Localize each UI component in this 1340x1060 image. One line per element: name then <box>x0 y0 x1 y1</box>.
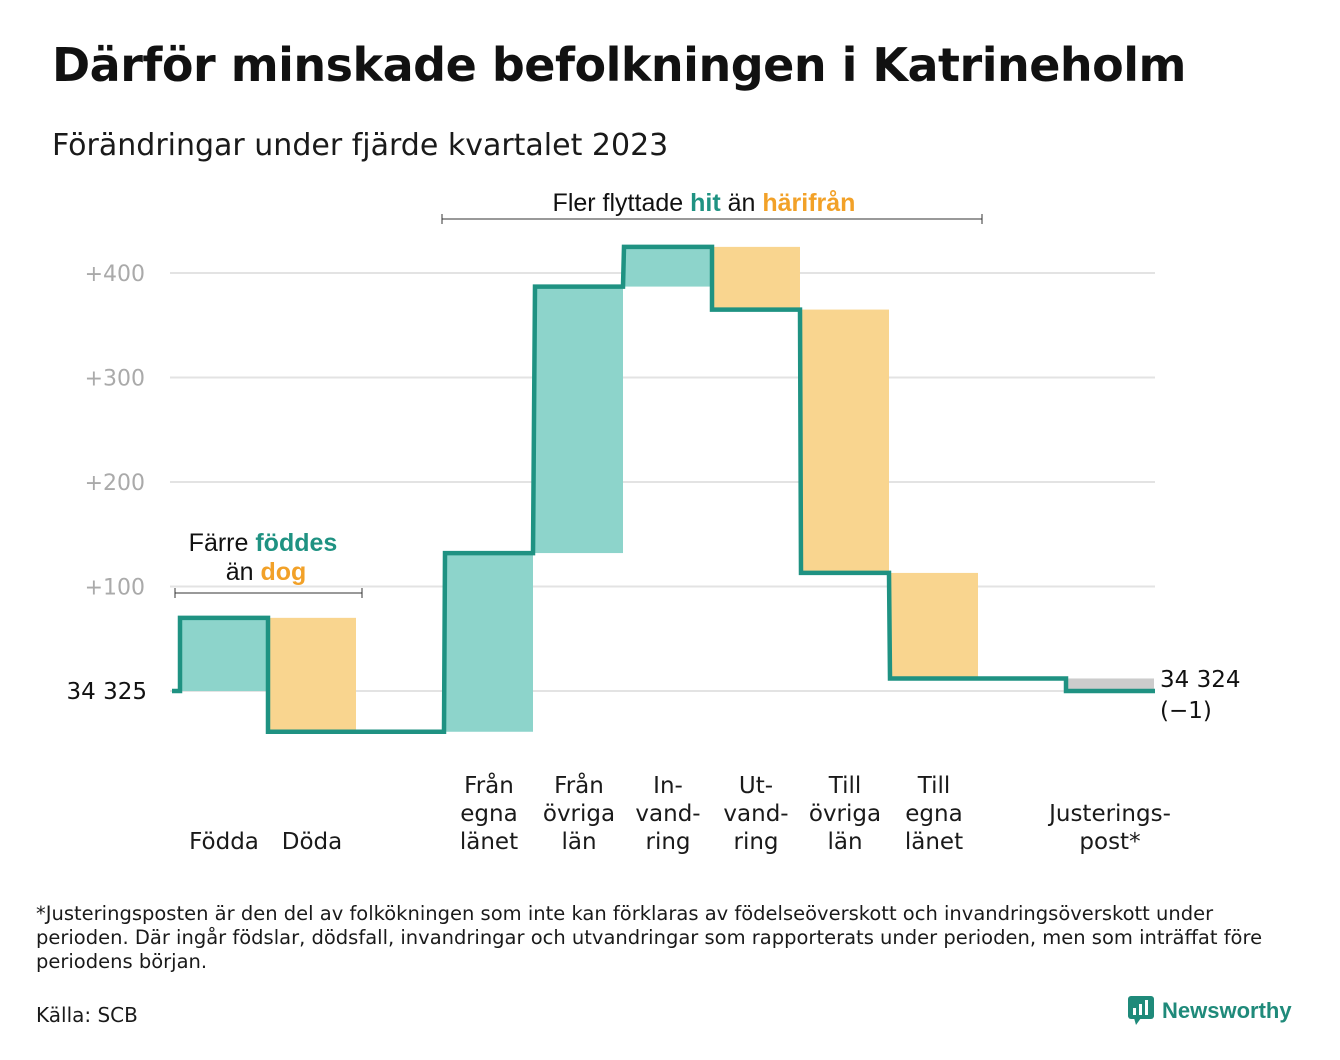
category-label: Från <box>464 771 514 799</box>
waterfall-bar <box>624 246 712 287</box>
category-label: Ut- <box>739 773 773 799</box>
waterfall-bar <box>712 246 800 310</box>
category-label: post* <box>1079 829 1140 855</box>
category-label: Justerings- <box>1047 801 1171 827</box>
category-label: övriga <box>543 801 615 827</box>
category-label: vand- <box>635 801 700 827</box>
waterfall-bar <box>801 309 889 573</box>
y-tick-label: +400 <box>85 262 145 287</box>
bar-chart-speech-icon <box>1128 996 1154 1025</box>
waterfall-bar <box>535 286 623 554</box>
category-label: ring <box>733 829 778 855</box>
category-label: egna <box>460 801 517 827</box>
category-label: In- <box>653 773 683 799</box>
category-label: länet <box>460 829 518 855</box>
chart-subtitle: Förändringar under fjärde kvartalet 2023 <box>52 128 669 163</box>
category-label: Döda <box>282 829 342 855</box>
end-change-label: (−1) <box>1160 698 1212 724</box>
waterfall-bar <box>445 553 533 732</box>
y-tick-label: +100 <box>85 576 145 601</box>
start-value-label: 34 325 <box>67 679 147 705</box>
y-tick-label: +300 <box>85 367 145 392</box>
brand-logo: Newsworthy <box>1128 996 1292 1026</box>
category-label: Till <box>828 773 862 799</box>
category-label: övriga <box>809 801 881 827</box>
births-annotation-line1: Färre föddes <box>189 529 338 557</box>
waterfall-bar <box>890 572 978 679</box>
category-label: Födda <box>189 829 259 855</box>
source-label: Källa: SCB <box>36 1003 138 1027</box>
births-annotation-line2: än dog <box>226 558 307 586</box>
waterfall-bar <box>268 617 356 732</box>
waterfall-step-line <box>172 244 1155 735</box>
y-tick-label: +200 <box>85 471 145 496</box>
footnote: *Justeringsposten är den del av folkökni… <box>36 902 1263 973</box>
category-label: län <box>827 829 862 855</box>
waterfall-bar <box>1066 678 1154 691</box>
category-label: vand- <box>723 801 788 827</box>
end-value-label: 34 324 <box>1160 667 1240 693</box>
waterfall-bar <box>180 617 268 691</box>
migration-annotation: Fler flyttade hit än härifrån <box>553 189 856 217</box>
chart-title: Därför minskade befolkningen i Katrineho… <box>52 38 1187 92</box>
category-label: länet <box>905 829 963 855</box>
category-label: Till <box>917 773 951 799</box>
category-label: Från <box>554 771 604 799</box>
category-label: ring <box>645 829 690 855</box>
category-label: län <box>561 829 596 855</box>
category-label: egna <box>905 801 962 827</box>
brand-name: Newsworthy <box>1162 998 1292 1023</box>
